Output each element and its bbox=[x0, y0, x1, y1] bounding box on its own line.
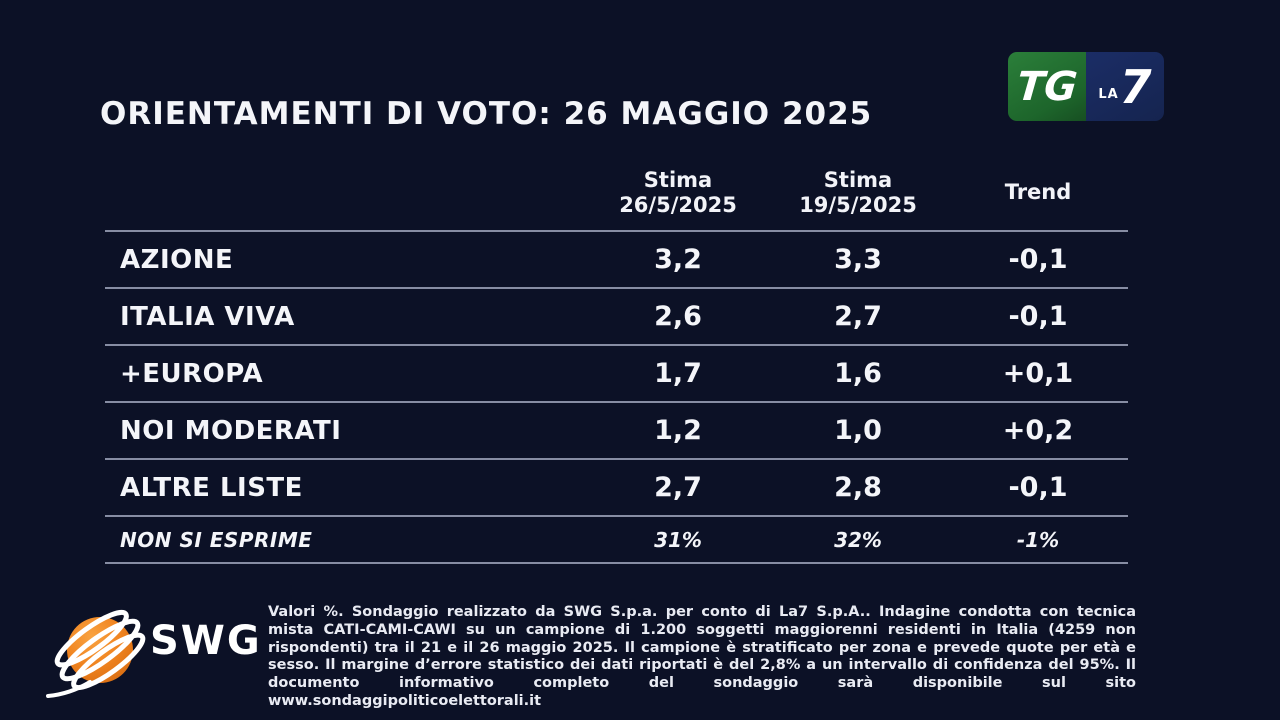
methodology-disclaimer: Valori %. Sondaggio realizzato da SWG S.… bbox=[268, 604, 1136, 709]
header-stima-current: Stima 26/5/2025 bbox=[619, 167, 737, 217]
header-empty bbox=[105, 155, 588, 230]
tg-logo-text: TG bbox=[1014, 63, 1080, 110]
stima-current-value: 1,7 bbox=[654, 358, 702, 389]
trend-value: -0,1 bbox=[1008, 244, 1068, 275]
party-label: NON SI ESPRIME bbox=[120, 527, 313, 552]
party-label: NOI MODERATI bbox=[120, 415, 342, 446]
stima-previous-value: 3,3 bbox=[834, 244, 882, 275]
la7-logo-la-text: LA bbox=[1098, 87, 1119, 102]
trend-value: +0,1 bbox=[1002, 358, 1074, 389]
party-label: ALTRE LISTE bbox=[120, 472, 303, 503]
trend-value: -0,1 bbox=[1008, 301, 1068, 332]
la7-logo-blue-block: LA 7 bbox=[1086, 52, 1164, 121]
page-title: ORIENTAMENTI DI VOTO: 26 MAGGIO 2025 bbox=[100, 96, 873, 132]
stima-current-value: 2,7 bbox=[654, 472, 702, 503]
table-row: ITALIA VIVA 2,6 2,7 -0,1 bbox=[105, 289, 1128, 346]
stima-current-value: 2,6 bbox=[654, 301, 702, 332]
trend-value: +0,2 bbox=[1002, 415, 1074, 446]
stima-previous-value: 2,7 bbox=[834, 301, 882, 332]
stima-current-value: 31% bbox=[654, 527, 702, 552]
swg-globe-icon bbox=[46, 609, 146, 698]
poll-table: Stima 26/5/2025 Stima 19/5/2025 Trend AZ… bbox=[105, 155, 1128, 564]
party-label: +EUROPA bbox=[120, 358, 264, 389]
la7-logo-seven-text: 7 bbox=[1119, 59, 1152, 114]
table-row: ALTRE LISTE 2,7 2,8 -0,1 bbox=[105, 460, 1128, 517]
stima-previous-value: 1,6 bbox=[834, 358, 882, 389]
stima-previous-value: 32% bbox=[834, 527, 882, 552]
tg-logo-green-block: TG bbox=[1008, 52, 1086, 121]
trend-value: -0,1 bbox=[1008, 472, 1068, 503]
stima-previous-value: 2,8 bbox=[834, 472, 882, 503]
header-stima-previous: Stima 19/5/2025 bbox=[799, 167, 917, 217]
stima-previous-value: 1,0 bbox=[834, 415, 882, 446]
trend-value: -1% bbox=[1016, 527, 1060, 552]
table-row: +EUROPA 1,7 1,6 +0,1 bbox=[105, 346, 1128, 403]
party-label: ITALIA VIVA bbox=[120, 301, 295, 332]
header-trend: Trend bbox=[1004, 180, 1072, 204]
table-summary-row: NON SI ESPRIME 31% 32% -1% bbox=[105, 517, 1128, 564]
swg-logo-text: SWG bbox=[150, 618, 262, 664]
swg-logo: SWG bbox=[42, 592, 272, 712]
party-label: AZIONE bbox=[120, 244, 234, 275]
table-row: NOI MODERATI 1,2 1,0 +0,2 bbox=[105, 403, 1128, 460]
table-header-row: Stima 26/5/2025 Stima 19/5/2025 Trend bbox=[105, 155, 1128, 232]
stima-current-value: 1,2 bbox=[654, 415, 702, 446]
tgla7-logo: TG LA 7 bbox=[1008, 52, 1164, 121]
stima-current-value: 3,2 bbox=[654, 244, 702, 275]
table-row: AZIONE 3,2 3,3 -0,1 bbox=[105, 232, 1128, 289]
